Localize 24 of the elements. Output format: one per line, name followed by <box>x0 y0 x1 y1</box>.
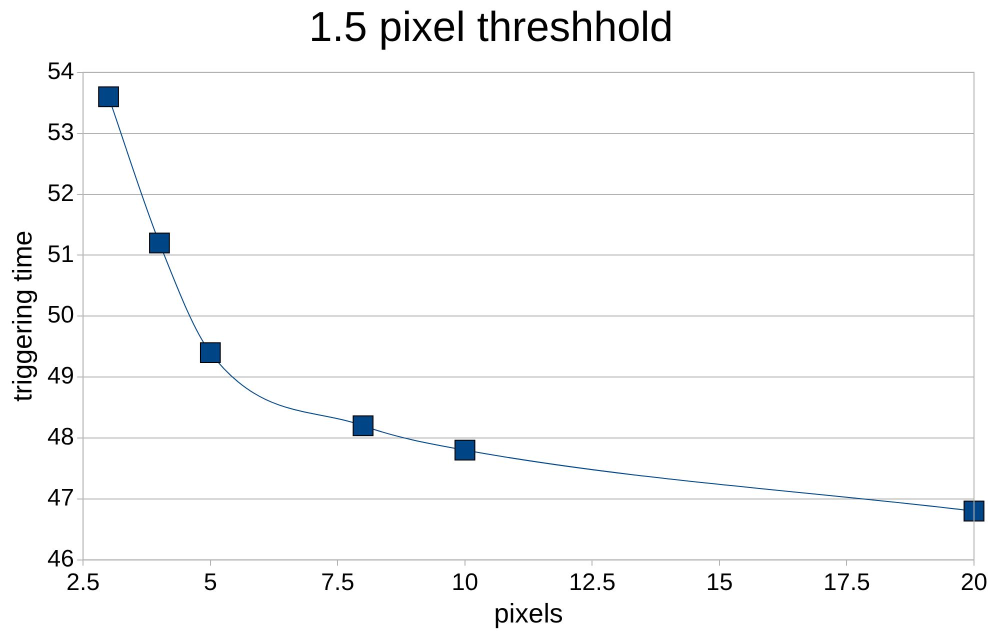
point <box>149 232 170 254</box>
y-tick-label: 49 <box>47 362 74 390</box>
y-tick-label: 48 <box>47 424 74 451</box>
x-tick-label: 7.5 <box>320 568 354 596</box>
y-tick-label: 47 <box>47 484 74 512</box>
y-tick-label: 52 <box>47 180 74 207</box>
chart-title: 1.5 pixel threshhold <box>308 2 674 50</box>
x-tick-label: 20 <box>960 568 988 596</box>
y-axis-title: triggering time <box>8 230 38 402</box>
x-tick-label: 12.5 <box>568 568 616 596</box>
x-tick-label: 15 <box>706 568 733 596</box>
y-tick-label: 51 <box>47 240 74 268</box>
point <box>200 342 221 364</box>
point <box>352 415 374 436</box>
y-tick-label: 53 <box>47 118 74 146</box>
point <box>98 86 119 108</box>
x-axis-title: pixels <box>494 598 564 628</box>
x-tick-label: 5 <box>204 568 218 596</box>
point <box>964 500 984 522</box>
y-tick-label: 54 <box>47 58 74 86</box>
y-tick-label: 50 <box>47 302 74 329</box>
x-tick-label: 10 <box>452 568 478 596</box>
x-tick-label: 17.5 <box>823 568 870 596</box>
point <box>454 440 476 461</box>
